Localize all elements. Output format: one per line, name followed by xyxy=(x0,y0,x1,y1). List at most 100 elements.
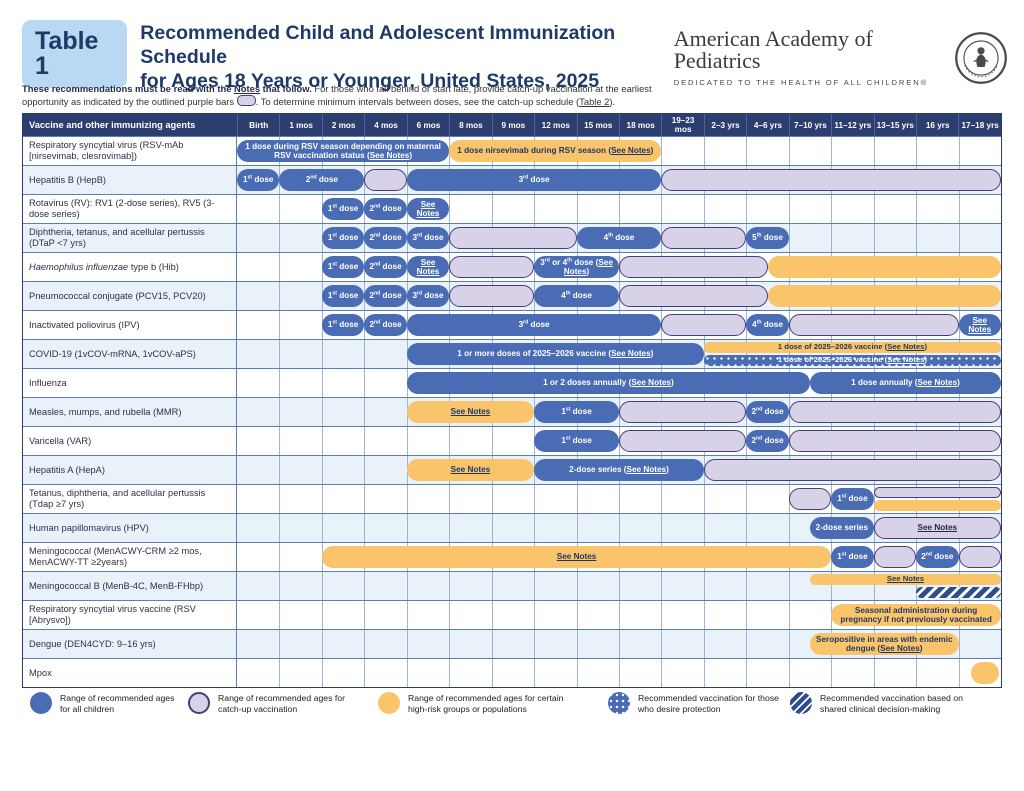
grid-cell xyxy=(661,485,663,513)
grid-cell xyxy=(746,340,748,368)
timeline-pcv: 1st dose 2nd dose 3rd dose 4th dose xyxy=(237,282,1001,310)
vaccine-label-hepb: Hepatitis B (HepB) xyxy=(23,166,237,194)
table-row-var: Varicella (VAR) 1st dose 2nd dose xyxy=(23,426,1001,455)
grid-cell xyxy=(703,601,705,629)
grid-cell xyxy=(279,572,281,600)
notes-link[interactable]: Notes xyxy=(234,83,261,94)
table-row-mmr: Measles, mumps, and rubella (MMR) See Not… xyxy=(23,397,1001,426)
see-notes-link[interactable]: See Notes xyxy=(887,342,925,352)
vaccine-label-mpox: Mpox xyxy=(23,659,237,687)
grid-cell xyxy=(703,137,705,165)
grid-cell xyxy=(916,572,918,600)
corner-header: Vaccine and other immunizing agents xyxy=(29,120,196,130)
grid-cell xyxy=(619,601,620,629)
grid-cell xyxy=(491,514,493,542)
see-notes-link[interactable]: See Notes xyxy=(416,199,440,218)
grid-cell xyxy=(279,340,281,368)
see-notes-link[interactable]: See Notes xyxy=(631,378,671,388)
grid-cell xyxy=(534,514,536,542)
timeline-hepa: See Notes 2-dose series (See Notes) xyxy=(237,456,1001,484)
grid-cell xyxy=(703,340,705,368)
legend-swatch-blue-icon xyxy=(30,692,52,714)
grid-cell xyxy=(746,601,748,629)
bar-hib-0-blue: 1st dose xyxy=(321,256,365,278)
grid-cell xyxy=(576,195,578,223)
col-header-8: 15 mos xyxy=(576,114,619,136)
timeline-hpv: 2-dose series See Notes xyxy=(237,514,1001,542)
see-notes-link[interactable]: See Notes xyxy=(968,315,992,334)
grid-cell xyxy=(831,224,833,252)
legend-swatch-hatched-icon xyxy=(790,692,812,714)
grid-cell xyxy=(279,282,281,310)
see-notes-link[interactable]: See Notes xyxy=(556,552,597,562)
grid-cell xyxy=(703,630,705,658)
see-notes-link[interactable]: See Notes xyxy=(880,644,920,653)
col-header-0: Birth xyxy=(237,114,279,136)
grid-cell xyxy=(576,659,578,687)
timeline-dtap: 1st dose 2nd dose 3rd dose 4th dose 5th dose xyxy=(237,224,1001,252)
timeline-hib: 1st dose 2nd dose See Notes 3rd or 4th dose… xyxy=(237,253,1001,281)
timeline-dengue: Seropositive in areas with endemic dengu… xyxy=(237,630,1001,658)
grid-cell xyxy=(491,572,493,600)
col-header-9: 18 mos xyxy=(618,114,661,136)
see-notes-link[interactable]: See Notes xyxy=(369,151,410,160)
grid-cell xyxy=(534,485,536,513)
table-row-hepb: Hepatitis B (HepB) 1st dose 2nd dose 3rd do… xyxy=(23,165,1001,194)
timeline-ipv: 1st dose 2nd dose 3rd dose 4th dose See Note… xyxy=(237,311,1001,339)
see-notes-link[interactable]: See Notes xyxy=(611,349,651,359)
grid-cell xyxy=(788,572,790,600)
grid-cell xyxy=(619,630,620,658)
col-header-16: 16 yrs xyxy=(916,114,958,136)
see-notes-link[interactable]: See Notes xyxy=(450,465,491,475)
bar-rsv-mab-0-blue: 1 dose during RSV season depending on ma… xyxy=(237,140,450,162)
bar-pcv-0-blue: 1st dose xyxy=(321,285,365,307)
table-row-hepa: Hepatitis A (HepA) See Notes 2-dose series… xyxy=(23,455,1001,484)
table2-link[interactable]: Table 2 xyxy=(579,96,610,108)
timeline-menacwy: See Notes 1st dose 2nd dose xyxy=(237,543,1001,571)
see-notes-link[interactable]: See Notes xyxy=(563,257,613,276)
grid-cell xyxy=(831,572,833,600)
see-notes-link[interactable]: See Notes xyxy=(416,257,440,276)
bar-dtap-3-purple xyxy=(449,227,577,249)
see-notes-link[interactable]: See Notes xyxy=(917,378,958,388)
grid-cell xyxy=(279,485,281,513)
grid-cell xyxy=(746,630,748,658)
grid-cell xyxy=(746,659,748,687)
grid-cell xyxy=(321,572,323,600)
aap-seal-icon xyxy=(955,31,1007,84)
table-row-rv: Rotavirus (RV): RV1 (2-dose series), RV5… xyxy=(23,194,1001,223)
grid-cell xyxy=(279,311,281,339)
table-header-row: Vaccine and other immunizing agents Birt… xyxy=(23,114,1001,136)
table-row-mpox: Mpox xyxy=(23,658,1001,687)
grid-cell xyxy=(279,224,281,252)
see-notes-link[interactable]: See Notes xyxy=(626,465,667,475)
legend-text-orange: Range of recommended ages for certain hi… xyxy=(408,693,564,715)
col-header-10: 19–23 mos xyxy=(661,114,703,136)
intro-regular-1: For those who fall behind or start late,… xyxy=(22,83,652,108)
intro-regular-3: ). xyxy=(609,96,616,108)
grid-cell xyxy=(449,485,451,513)
col-header-2: 2 mos xyxy=(321,114,364,136)
see-notes-link[interactable]: See Notes xyxy=(887,355,925,365)
bar-hib-6-orange xyxy=(767,256,1001,278)
grid-cell xyxy=(873,224,875,252)
see-notes-link[interactable]: See Notes xyxy=(917,523,958,533)
grid-cell xyxy=(916,485,918,513)
bar-hepb-4-purple xyxy=(661,169,1001,191)
grid-cell xyxy=(406,572,408,600)
vaccine-label-rsv-mab: Respiratory syncytial virus (RSV-mAb [ni… xyxy=(23,137,237,165)
bar-menb-0-orange: See Notes xyxy=(810,574,1001,585)
bar-pcv-1-blue: 2nd dose xyxy=(364,285,407,307)
timeline-hepb: 1st dose 2nd dose 3rd dose xyxy=(237,166,1001,194)
legend-item-blue: Range of recommended ages for all childr… xyxy=(30,692,180,716)
bar-var-3-purple xyxy=(788,430,1001,452)
bar-pcv-4-blue: 4th dose xyxy=(534,285,619,307)
see-notes-link[interactable]: See Notes xyxy=(450,407,491,417)
table-row-pcv: Pneumococcal conjugate (PCV15, PCV20) 1st… xyxy=(23,281,1001,310)
see-notes-link[interactable]: See Notes xyxy=(886,574,925,584)
table-row-covid: COVID-19 (1vCOV-mRNA, 1vCOV-aPS) 1 or mor… xyxy=(23,339,1001,368)
grid-cell xyxy=(449,514,451,542)
see-notes-link[interactable]: See Notes xyxy=(611,146,651,156)
timeline-mmr: See Notes 1st dose 2nd dose xyxy=(237,398,1001,426)
